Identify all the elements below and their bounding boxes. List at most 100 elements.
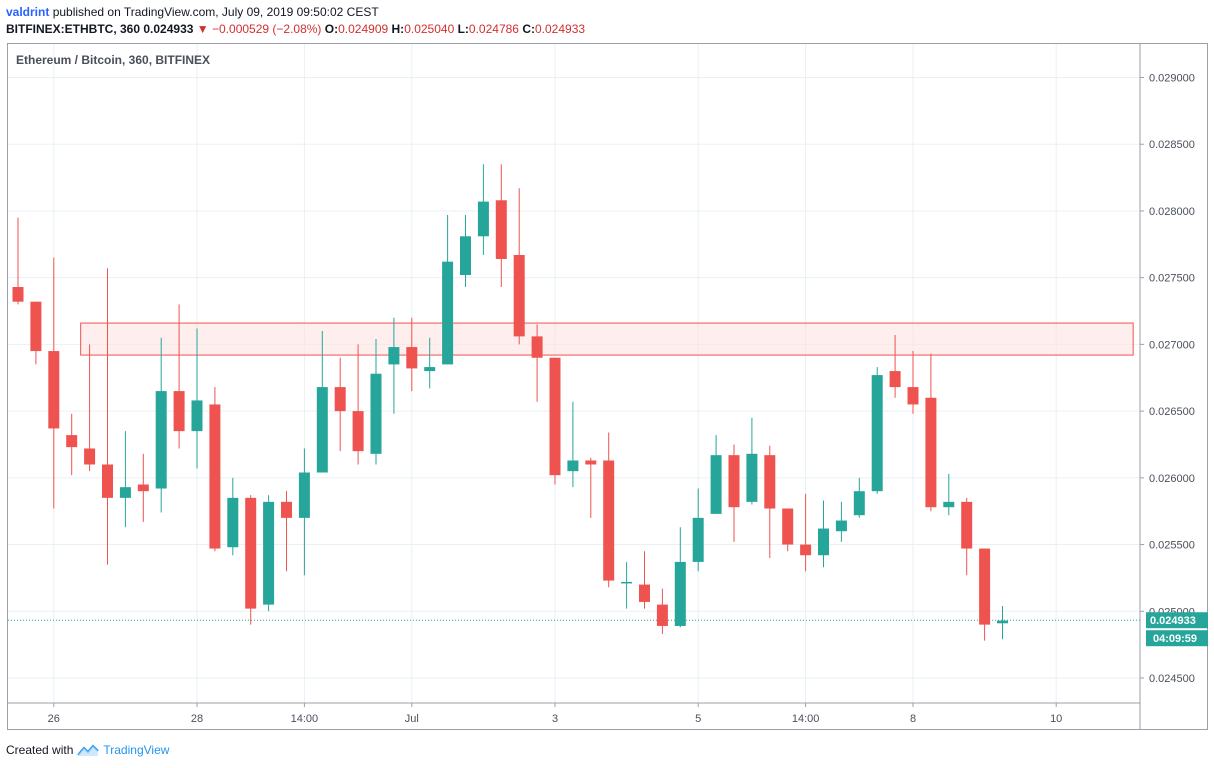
candle-down[interactable] [925,353,937,512]
candle-up[interactable] [746,417,758,505]
candle-down[interactable] [800,493,812,572]
candle-up[interactable] [567,401,579,488]
high-label: H: [391,22,405,36]
candle-down[interactable] [84,344,96,472]
candle-down[interactable] [961,497,973,576]
candle-up[interactable] [298,448,310,576]
candle-down[interactable] [764,445,776,558]
candle-body [12,287,24,302]
candle-body [66,435,78,448]
candle-down[interactable] [48,257,60,509]
candle-body [30,301,42,352]
tradingview-brand-link[interactable]: TradingView [103,743,170,757]
candle-body [245,497,257,609]
candle-body [907,387,919,405]
candle-up[interactable] [835,501,847,542]
candle-body [424,367,436,372]
countdown-label-bg [1146,630,1208,647]
candle-up[interactable] [853,477,865,518]
candle-down[interactable] [102,268,113,565]
candle-up[interactable] [370,339,382,465]
candle-body [406,347,418,369]
x-tick-label: 14:00 [792,713,820,725]
candle-body [495,200,507,259]
candle-up[interactable] [871,367,883,494]
candle-down[interactable] [979,548,991,641]
price-axis[interactable]: 0.0245000.0250000.0255000.0260000.026500… [1139,44,1208,730]
candle-up[interactable] [155,337,167,513]
y-tick-label: 0.029000 [1149,73,1195,85]
candle-up[interactable] [442,214,454,365]
candle-up[interactable] [692,488,704,572]
candle-body [209,404,221,549]
candle-down[interactable] [209,387,221,552]
y-tick-label: 0.026000 [1149,473,1195,485]
down-arrow-icon: ▼ [196,22,209,36]
published-text: published on TradingView.com, July 09, 2… [52,5,379,19]
candle-down[interactable] [907,351,919,414]
candle-down[interactable] [531,324,543,402]
candles-group[interactable] [12,164,1009,641]
candle-body [943,501,955,508]
candle-down[interactable] [639,551,650,609]
candle-down[interactable] [66,413,78,476]
resistance-zone-group [80,322,1134,356]
chart-frame[interactable] [7,43,1208,730]
candle-body [549,357,561,476]
low-value: 0.024786 [468,22,519,36]
candle-body [442,261,454,365]
candle-up[interactable] [477,164,489,255]
candle-down[interactable] [406,317,418,392]
candle-down[interactable] [245,495,257,625]
candle-up[interactable] [997,605,1008,640]
candle-down[interactable] [495,164,507,288]
candle-body [585,460,597,465]
candle-up[interactable] [710,435,722,514]
candle-down[interactable] [585,457,597,518]
candle-body [961,501,973,549]
candle-down[interactable] [137,453,149,522]
time-axis[interactable]: 26 28 14:00 Jul 3 5 14:00 8 10 [8,702,1140,725]
candle-down[interactable] [334,357,346,452]
candle-up[interactable] [818,500,829,568]
candle-down[interactable] [549,357,561,485]
candle-down[interactable] [889,335,901,398]
candle-up[interactable] [424,337,436,389]
candle-up[interactable] [388,317,400,414]
candle-body [728,455,740,508]
candle-down[interactable] [352,344,364,465]
candle-body [639,584,650,602]
candle-body [281,501,292,518]
candle-body [621,581,633,584]
candle-down[interactable] [782,508,794,552]
candle-up[interactable] [943,473,955,516]
candle-up[interactable] [119,431,131,528]
candle-body [674,561,686,626]
candle-up[interactable] [191,328,203,469]
candle-body [853,491,865,516]
candle-up[interactable] [674,527,686,628]
candle-down[interactable] [603,432,615,588]
candle-body [155,391,167,489]
candle-body [137,484,149,492]
candle-body [925,397,937,508]
candle-down[interactable] [173,304,185,449]
candle-up[interactable] [227,477,239,556]
candle-down[interactable] [513,188,525,345]
candle-down[interactable] [12,217,24,305]
y-tick-label: 0.027000 [1149,339,1195,351]
author-link[interactable]: valdrint [6,5,50,19]
candle-up[interactable] [460,214,471,288]
candle-down[interactable] [728,444,740,542]
candle-up[interactable] [263,495,275,612]
candle-down[interactable] [656,588,668,634]
candle-body [997,620,1008,624]
candle-body [173,391,185,432]
candle-up[interactable] [621,561,633,609]
candle-down[interactable] [281,491,292,572]
y-tick-label: 0.025500 [1149,540,1195,552]
x-tick-label: 5 [695,713,701,725]
candle-down[interactable] [30,301,42,365]
candle-up[interactable] [316,331,328,473]
